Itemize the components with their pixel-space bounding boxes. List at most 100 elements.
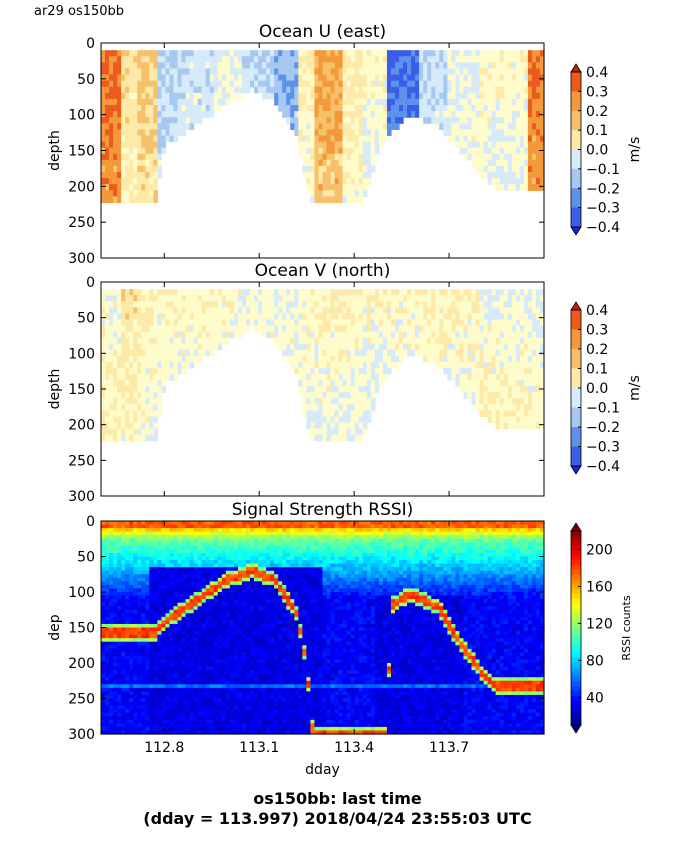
heatmap-cell bbox=[274, 80, 279, 88]
heatmap-cell bbox=[515, 355, 521, 363]
heatmap-cell bbox=[133, 416, 138, 424]
heatmap-cell bbox=[439, 301, 444, 308]
heatmap-cell bbox=[169, 92, 175, 100]
heatmap-cell bbox=[181, 123, 187, 130]
heatmap-cell bbox=[415, 74, 420, 82]
heatmap-cell bbox=[386, 86, 392, 94]
heatmap-cell bbox=[117, 677, 122, 682]
heatmap-cell bbox=[467, 135, 473, 143]
heatmap-cell bbox=[149, 638, 154, 643]
heatmap-cell bbox=[105, 588, 110, 593]
heatmap-cell bbox=[157, 588, 163, 593]
heatmap-cell bbox=[519, 325, 525, 333]
heatmap-cell bbox=[213, 92, 219, 100]
heatmap-cell bbox=[117, 712, 122, 717]
heatmap-cell bbox=[535, 355, 541, 363]
heatmap-cell bbox=[531, 307, 537, 314]
heatmap-cell bbox=[386, 80, 392, 88]
heatmap-cell bbox=[487, 392, 493, 399]
heatmap-cell bbox=[169, 542, 175, 547]
heatmap-cell bbox=[443, 313, 448, 321]
heatmap-cell bbox=[113, 428, 118, 436]
heatmap-cell bbox=[322, 367, 328, 375]
heatmap-cell bbox=[225, 62, 231, 70]
heatmap-cell bbox=[399, 337, 404, 345]
heatmap-cell bbox=[350, 422, 356, 430]
heatmap-cell bbox=[463, 392, 469, 399]
heatmap-cell bbox=[109, 556, 114, 561]
heatmap-cell bbox=[318, 147, 324, 155]
heatmap-cell bbox=[173, 313, 179, 321]
heatmap-cell bbox=[105, 584, 110, 590]
heatmap-cell bbox=[113, 147, 118, 155]
heatmap-cell bbox=[354, 117, 360, 124]
heatmap-cell bbox=[141, 92, 146, 100]
heatmap-cell bbox=[515, 68, 521, 76]
heatmap-cell bbox=[318, 184, 324, 191]
heatmap-cell bbox=[503, 117, 509, 124]
heatmap-cell bbox=[274, 289, 279, 296]
heatmap-cell bbox=[366, 367, 372, 375]
heatmap-cell bbox=[298, 80, 303, 88]
heatmap-cell bbox=[121, 549, 126, 554]
heatmap-cell bbox=[322, 398, 328, 405]
heatmap-cell bbox=[225, 301, 231, 308]
heatmap-cell bbox=[141, 616, 146, 621]
heatmap-cell bbox=[133, 521, 138, 526]
heatmap-cell bbox=[527, 104, 533, 112]
heatmap-cell bbox=[157, 374, 163, 381]
heatmap-cell bbox=[411, 331, 416, 339]
chart-panel-2: Ocean V (north)050100150200250300depth0.… bbox=[47, 261, 643, 505]
heatmap-cell bbox=[310, 313, 316, 321]
heatmap-cell bbox=[290, 117, 295, 124]
heatmap-cell bbox=[403, 92, 408, 100]
heatmap-cell bbox=[157, 147, 163, 155]
heatmap-cell bbox=[121, 670, 126, 675]
heatmap-cell bbox=[499, 386, 505, 393]
heatmap-cell bbox=[153, 613, 158, 618]
heatmap-cell bbox=[229, 50, 235, 57]
heatmap-cell bbox=[129, 129, 134, 137]
heatmap-cell bbox=[298, 98, 303, 106]
heatmap-cell bbox=[270, 307, 275, 314]
heatmap-cell bbox=[455, 325, 461, 333]
heatmap-cell bbox=[282, 74, 287, 82]
heatmap-cell bbox=[298, 374, 303, 381]
heatmap-cell bbox=[113, 50, 118, 57]
heatmap-cell bbox=[161, 609, 167, 614]
heatmap-cell bbox=[165, 521, 171, 526]
heatmap-cell bbox=[499, 92, 505, 100]
heatmap-cell bbox=[386, 337, 392, 345]
heatmap-cell bbox=[471, 343, 477, 351]
heatmap-cell bbox=[233, 331, 239, 339]
heatmap-cell bbox=[374, 319, 380, 327]
heatmap-cell bbox=[101, 638, 106, 643]
heatmap-cell bbox=[161, 68, 167, 76]
heatmap-cell bbox=[161, 723, 167, 728]
heatmap-cell bbox=[334, 172, 340, 179]
heatmap-cell bbox=[471, 104, 477, 112]
heatmap-cell bbox=[125, 592, 130, 597]
heatmap-cell bbox=[229, 56, 235, 63]
heatmap-cell bbox=[451, 343, 456, 351]
heatmap-cell bbox=[121, 319, 126, 327]
heatmap-cell bbox=[109, 386, 114, 393]
heatmap-cell bbox=[358, 355, 364, 363]
heatmap-cell bbox=[382, 123, 388, 130]
heatmap-cell bbox=[113, 609, 118, 614]
heatmap-cell bbox=[133, 313, 138, 321]
heatmap-cell bbox=[145, 606, 150, 611]
heatmap-cell bbox=[113, 380, 118, 387]
heatmap-cell bbox=[177, 367, 183, 375]
heatmap-cell bbox=[519, 313, 525, 321]
heatmap-cell bbox=[455, 343, 461, 351]
heatmap-cell bbox=[447, 92, 452, 100]
heatmap-cell bbox=[483, 80, 489, 88]
heatmap-cell bbox=[419, 307, 424, 314]
heatmap-cell bbox=[117, 92, 122, 100]
heatmap-cell bbox=[463, 361, 469, 369]
heatmap-cell bbox=[475, 380, 481, 387]
heatmap-cell bbox=[310, 172, 316, 179]
heatmap-cell bbox=[129, 616, 134, 621]
heatmap-cell bbox=[149, 698, 154, 703]
